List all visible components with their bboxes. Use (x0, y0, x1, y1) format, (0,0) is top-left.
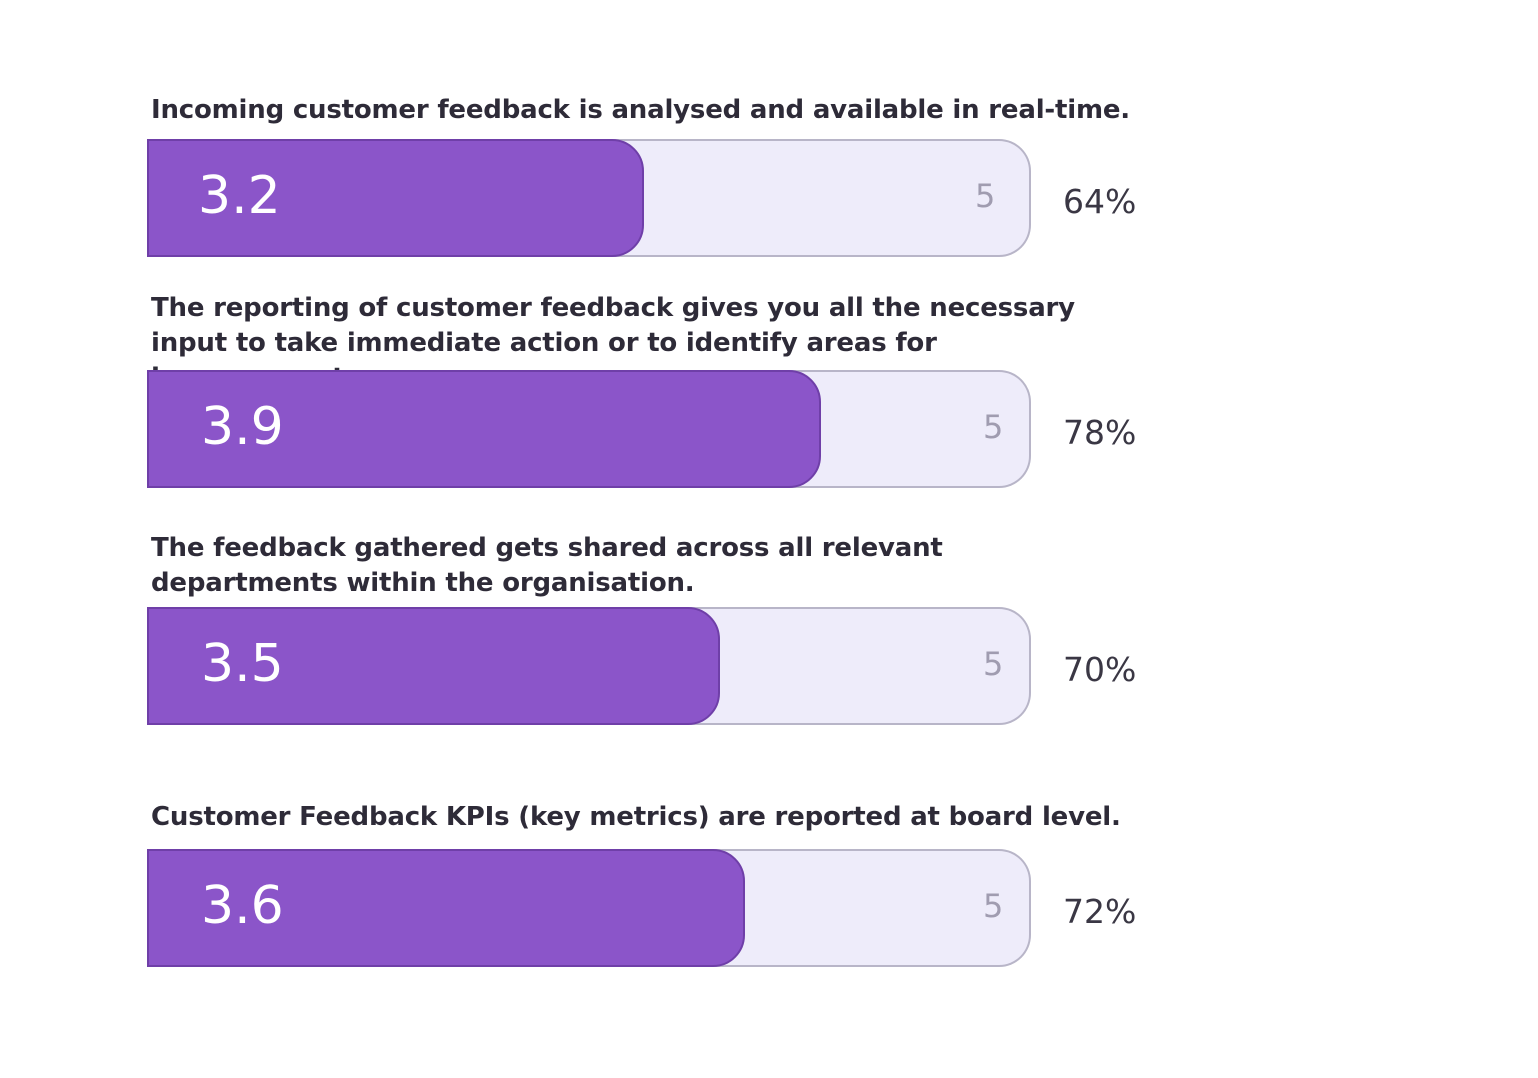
bar-fill (147, 370, 821, 488)
percent-label: 64% (1063, 182, 1137, 221)
bar-fill (147, 139, 644, 257)
max-label: 5 (975, 177, 996, 215)
value-label: 3.2 (198, 166, 281, 226)
value-label: 3.9 (201, 397, 284, 457)
max-label: 5 (983, 887, 1004, 925)
value-label: 3.6 (201, 876, 284, 936)
bar-fill (147, 607, 720, 725)
percent-label: 78% (1063, 413, 1137, 452)
question-label: The feedback gathered gets shared across… (151, 533, 943, 598)
max-label: 5 (983, 408, 1004, 446)
question-label: Customer Feedback KPIs (key metrics) are… (151, 802, 1121, 832)
question-label: Incoming customer feedback is analysed a… (151, 95, 1130, 125)
max-label: 5 (983, 645, 1004, 683)
bar-fill (147, 849, 745, 967)
percent-label: 70% (1063, 650, 1137, 689)
question-label: The reporting of customer feedback gives… (151, 293, 1075, 393)
value-label: 3.5 (201, 634, 284, 694)
percent-label: 72% (1063, 892, 1137, 931)
